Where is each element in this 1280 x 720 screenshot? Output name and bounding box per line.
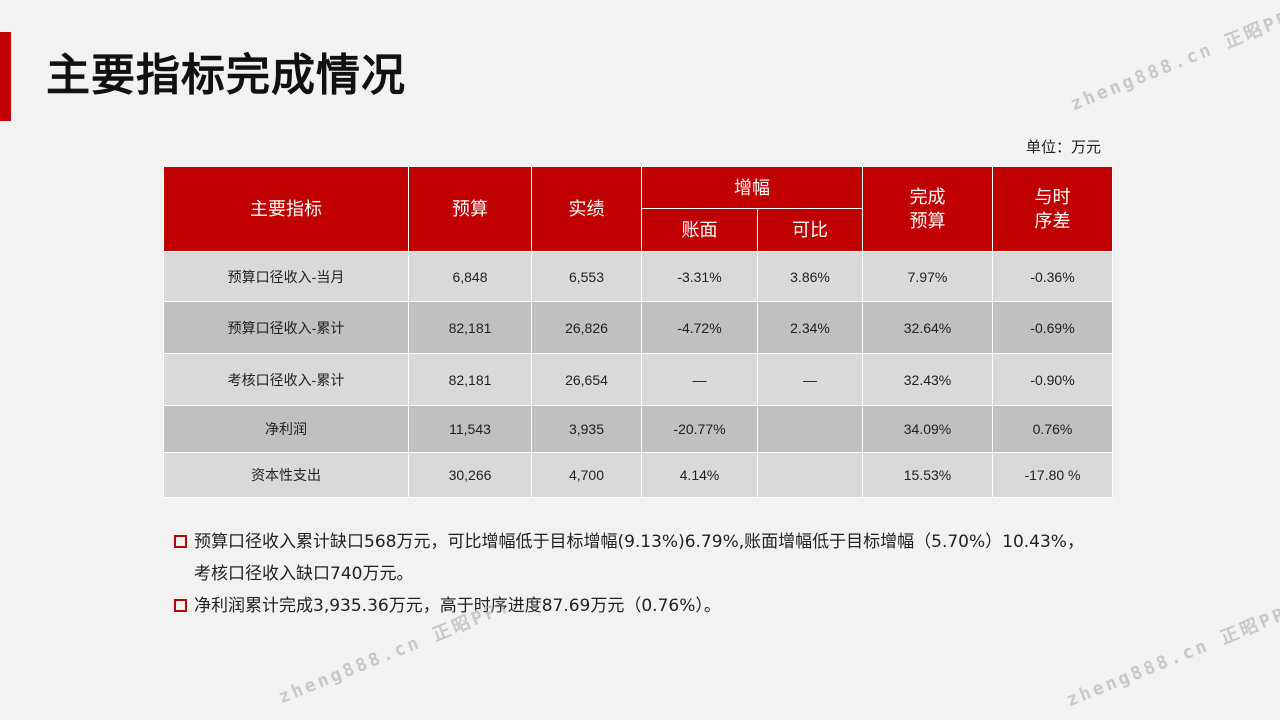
- cell-growth-book: 4.14%: [641, 452, 758, 498]
- cell-actual: 3,935: [531, 405, 642, 453]
- cell-indicator: 资本性支出: [163, 452, 409, 498]
- header-completion: 完成 预算: [862, 166, 993, 252]
- cell-completion: 7.97%: [862, 251, 993, 302]
- cell-actual: 4,700: [531, 452, 642, 498]
- header-timing-gap: 与时 序差: [992, 166, 1113, 252]
- cell-budget: 82,181: [408, 301, 532, 354]
- cell-actual: 26,654: [531, 353, 642, 406]
- note-line: 净利润累计完成3,935.36万元，高于时序进度87.69万元（0.76%）。: [194, 596, 721, 616]
- cell-growth-comparable: —: [757, 353, 863, 406]
- table-row: 预算口径收入-累计 82,181 26,826 -4.72% 2.34% 32.…: [163, 301, 1113, 354]
- table-body: 预算口径收入-当月 6,848 6,553 -3.31% 3.86% 7.97%…: [163, 251, 1113, 498]
- header-budget: 预算: [408, 166, 532, 252]
- watermark-text: zheng888.cn 正昭PPT: [1067, 2, 1280, 116]
- cell-timing-gap: -0.69%: [992, 301, 1113, 354]
- header-indicator: 主要指标: [163, 166, 409, 252]
- cell-budget: 30,266: [408, 452, 532, 498]
- metrics-table: 主要指标 预算 实绩 增幅 完成 预算 与时 序差 账面 可比 预算口径收入-当…: [163, 166, 1113, 498]
- subheader-row: 账面 可比: [164, 208, 1113, 252]
- title-accent-bar: [0, 32, 11, 121]
- cell-growth-comparable: 2.34%: [757, 301, 863, 354]
- cell-completion: 32.43%: [862, 353, 993, 406]
- cell-growth-comparable: [757, 452, 863, 498]
- cell-actual: 26,826: [531, 301, 642, 354]
- cell-budget: 11,543: [408, 405, 532, 453]
- table-row: 资本性支出 30,266 4,700 4.14% 15.53% -17.80 %: [163, 452, 1113, 498]
- cell-growth-book: —: [641, 353, 758, 406]
- table-row: 考核口径收入-累计 82,181 26,654 — — 32.43% -0.90…: [163, 353, 1113, 406]
- page-title: 主要指标完成情况: [46, 50, 406, 101]
- cell-growth-comparable: [757, 405, 863, 453]
- cell-completion: 15.53%: [862, 452, 993, 498]
- cell-timing-gap: -0.90%: [992, 353, 1113, 406]
- cell-growth-book: -20.77%: [641, 405, 758, 453]
- cell-timing-gap: 0.76%: [992, 405, 1113, 453]
- header-row: 主要指标 预算 实绩 增幅 完成 预算 与时 序差: [163, 166, 1113, 252]
- notes-list: 预算口径收入累计缺口568万元，可比增幅低于目标增幅(9.13%)6.79%,账…: [172, 526, 1172, 622]
- cell-completion: 34.09%: [862, 405, 993, 453]
- note-item: 净利润累计完成3,935.36万元，高于时序进度87.69万元（0.76%）。: [172, 590, 1172, 622]
- cell-completion: 32.64%: [862, 301, 993, 354]
- square-bullet-icon: [174, 599, 187, 612]
- unit-label: 单位：万元: [1026, 138, 1102, 156]
- cell-indicator: 预算口径收入-累计: [163, 301, 409, 354]
- cell-indicator: 考核口径收入-累计: [163, 353, 409, 406]
- table-row: 预算口径收入-当月 6,848 6,553 -3.31% 3.86% 7.97%…: [163, 251, 1113, 302]
- note-item: 预算口径收入累计缺口568万元，可比增幅低于目标增幅(9.13%)6.79%,账…: [172, 526, 1172, 590]
- cell-timing-gap: -17.80 %: [992, 452, 1113, 498]
- cell-growth-comparable: 3.86%: [757, 251, 863, 302]
- cell-budget: 82,181: [408, 353, 532, 406]
- square-bullet-icon: [174, 535, 187, 548]
- note-line: 预算口径收入累计缺口568万元，可比增幅低于目标增幅(9.13%)6.79%,账…: [194, 532, 1084, 552]
- note-line: 考核口径收入缺口740万元。: [194, 564, 414, 584]
- cell-indicator: 预算口径收入-当月: [163, 251, 409, 302]
- cell-actual: 6,553: [531, 251, 642, 302]
- header-growth: 增幅: [641, 166, 863, 209]
- header-comparable: 可比: [757, 208, 863, 252]
- cell-growth-book: -4.72%: [641, 301, 758, 354]
- table-row: 净利润 11,543 3,935 -20.77% 34.09% 0.76%: [163, 405, 1113, 453]
- cell-growth-book: -3.31%: [641, 251, 758, 302]
- cell-indicator: 净利润: [163, 405, 409, 453]
- cell-budget: 6,848: [408, 251, 532, 302]
- cell-timing-gap: -0.36%: [992, 251, 1113, 302]
- header-actual: 实绩: [531, 166, 642, 252]
- watermark: zheng888.cn 正昭PPT: [1066, 0, 1280, 116]
- header-book: 账面: [641, 208, 758, 252]
